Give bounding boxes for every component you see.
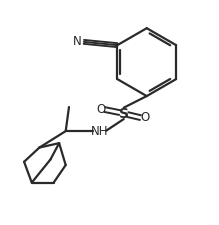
Text: NH: NH — [91, 125, 108, 138]
Text: O: O — [96, 103, 105, 116]
Text: S: S — [119, 107, 129, 121]
Text: N: N — [73, 35, 82, 48]
Text: O: O — [140, 111, 149, 124]
